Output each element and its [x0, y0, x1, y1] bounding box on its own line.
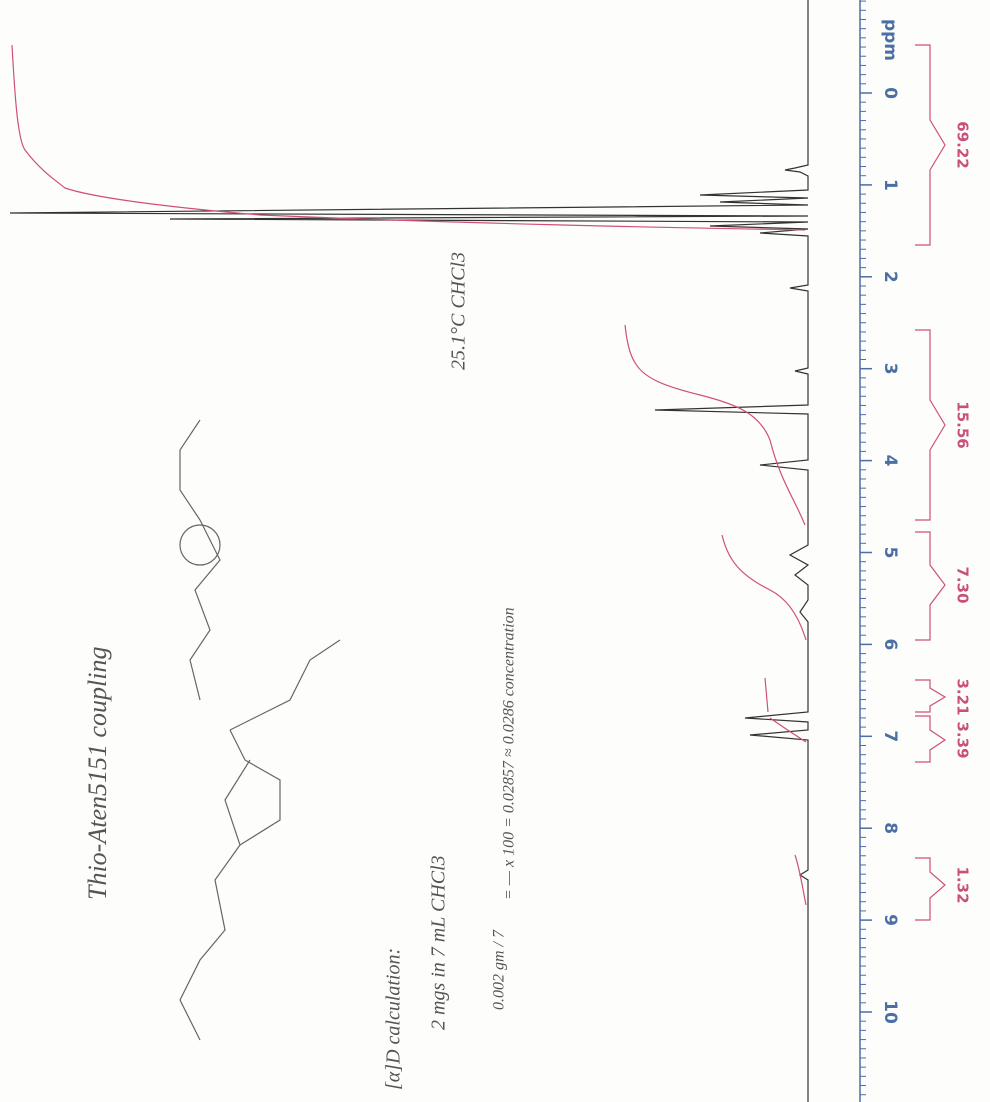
tick-label: 2 — [880, 271, 900, 283]
note-calc-fraction: 0.002 gm / 7 — [491, 929, 508, 1010]
integral-label: 7.30 — [954, 566, 972, 603]
note-calc-amount: 2 mgs in 7 mL CHCl3 — [428, 855, 450, 1030]
tick-label: 6 — [880, 638, 900, 650]
tick-label: 5 — [880, 547, 900, 559]
integral-label: 3.21 — [954, 678, 972, 715]
spectrum-trace — [9, 0, 810, 1102]
note-calc-result: = — x 100 = 0.02857 ≈ 0.0286 concentrati… — [501, 607, 518, 900]
structure-sketch — [179, 419, 341, 1041]
tick-label: 0 — [880, 87, 900, 99]
tick-label: 9 — [880, 914, 900, 926]
integral-label: 69.22 — [954, 121, 972, 168]
tick-label: 10 — [880, 1000, 900, 1024]
integral-brackets — [915, 44, 947, 921]
note-conditions: 25.1°C CHCl3 — [448, 252, 470, 370]
integral-label: 1.32 — [954, 866, 972, 903]
integral-label: 3.39 — [954, 721, 972, 758]
integral-curves — [11, 44, 807, 906]
note-title: Thio-Aten5151 coupling — [83, 647, 112, 900]
tick-label: 4 — [880, 455, 900, 467]
note-calc-heading: [α]D calculation: — [383, 948, 405, 1090]
axis-title: ppm — [880, 19, 900, 61]
tick-label: 8 — [880, 822, 900, 834]
tick-label: 1 — [880, 179, 900, 191]
tick-label: 3 — [880, 363, 900, 375]
integral-label: 15.56 — [954, 401, 972, 448]
tick-label: 7 — [880, 730, 900, 742]
